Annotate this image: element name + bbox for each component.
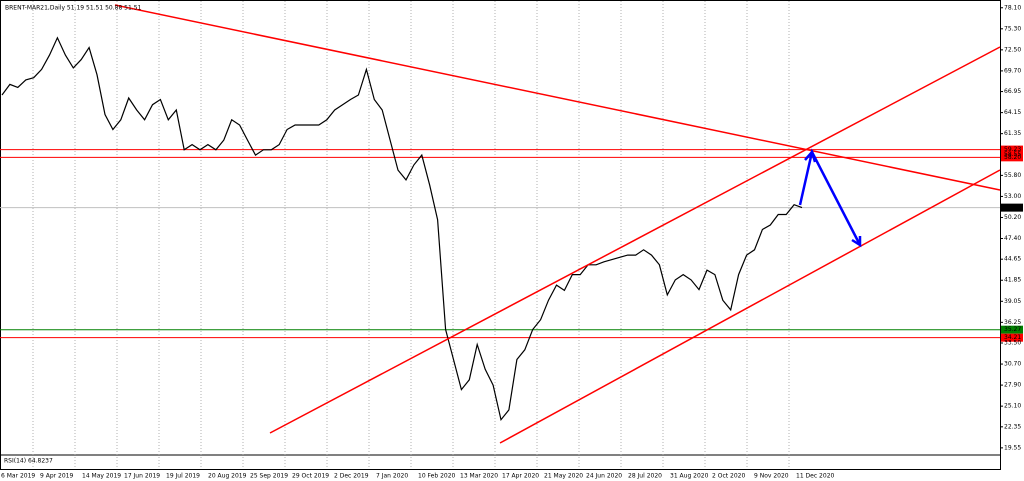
y-tick-label: 61.35 [1004, 130, 1021, 137]
y-tick-label: 22.35 [1004, 423, 1021, 430]
y-tick-label: 33.50 [1004, 340, 1021, 347]
y-tick-label: 55.80 [1004, 172, 1021, 179]
drawings [114, 4, 1001, 444]
y-tick-label: 25.10 [1004, 403, 1021, 410]
level-label: 58.20 [1004, 154, 1021, 161]
y-tick-label: 66.95 [1004, 88, 1021, 95]
level-label: 51.51 [1004, 204, 1021, 211]
price-line [1, 36, 803, 422]
x-tick-label: 14 May 2019 [82, 473, 121, 480]
x-tick-label: 25 Sep 2019 [250, 473, 288, 480]
x-tick-label: 17 Jun 2019 [124, 473, 160, 480]
y-tick-label: 50.20 [1004, 214, 1021, 221]
plot-frame [0, 0, 1001, 470]
trend-line [114, 4, 1001, 191]
trend-line [499, 169, 1001, 444]
level-tag [1001, 203, 1023, 212]
level-tag [1001, 153, 1023, 162]
x-tick-label: 19 Jul 2019 [166, 473, 200, 480]
y-tick-label: 36.25 [1004, 319, 1021, 326]
x-tick-label: 11 Dec 2020 [796, 473, 835, 480]
indicator-label: RSI(14) 64.8237 [4, 458, 53, 465]
y-tick-label: 47.40 [1004, 235, 1021, 242]
arrow-head [804, 149, 817, 163]
y-tick-label: 72.50 [1004, 46, 1021, 53]
x-tick-label: 13 Mar 2020 [460, 473, 498, 480]
x-tick-label: 7 Jan 2020 [376, 473, 408, 480]
x-tick-label: 20 Aug 2019 [208, 473, 247, 480]
x-tick-label: 6 Mar 2019 [1, 473, 35, 480]
x-tick-label: 29 Oct 2019 [292, 473, 329, 480]
chart-title: BRENT-MAR21,Daily 51.19 51.51 50.88 51.5… [5, 5, 142, 12]
x-tick-label: 9 Apr 2019 [40, 473, 73, 480]
x-tick-label: 10 Feb 2020 [418, 473, 456, 480]
y-tick-label: 69.70 [1004, 67, 1021, 74]
y-tick-label: 64.15 [1004, 109, 1021, 116]
x-tick-label: 28 Jul 2020 [628, 473, 662, 480]
x-tick-label: 21 May 2020 [544, 473, 583, 480]
level-tag [1001, 333, 1023, 342]
level-tag [1001, 325, 1023, 334]
y-tick-label: 53.00 [1004, 193, 1021, 200]
x-tick-label: 17 Apr 2020 [502, 473, 539, 480]
y-tick-label: 41.85 [1004, 277, 1021, 284]
x-tick-label: 9 Nov 2020 [754, 473, 789, 480]
x-tick-label: 31 Aug 2020 [670, 473, 709, 480]
level-label: 35.27 [1004, 326, 1021, 333]
y-tick-label: 39.05 [1004, 298, 1021, 305]
x-tick-label: 24 Jun 2020 [586, 473, 622, 480]
y-tick-label: 27.90 [1004, 382, 1021, 389]
level-tag [1001, 145, 1023, 154]
level-label: 59.23 [1004, 146, 1021, 153]
y-tick-label: 30.70 [1004, 361, 1021, 368]
y-tick-label: 19.55 [1004, 444, 1021, 451]
trend-line [269, 46, 1001, 434]
level-label: 34.21 [1004, 334, 1021, 341]
grid [32, 1, 1003, 469]
y-tick-label: 58.55 [1004, 151, 1021, 158]
arrow-path [798, 148, 862, 246]
y-tick-label: 44.65 [1004, 256, 1021, 263]
x-tick-label: 2 Dec 2019 [334, 473, 369, 480]
forecast-arrows [798, 148, 862, 248]
series [1, 36, 803, 422]
arrow-head [851, 236, 862, 248]
x-tick-label: 2 Oct 2020 [712, 473, 745, 480]
y-tick-label: 78.10 [1004, 4, 1021, 11]
y-tick-label: 75.30 [1004, 25, 1021, 32]
